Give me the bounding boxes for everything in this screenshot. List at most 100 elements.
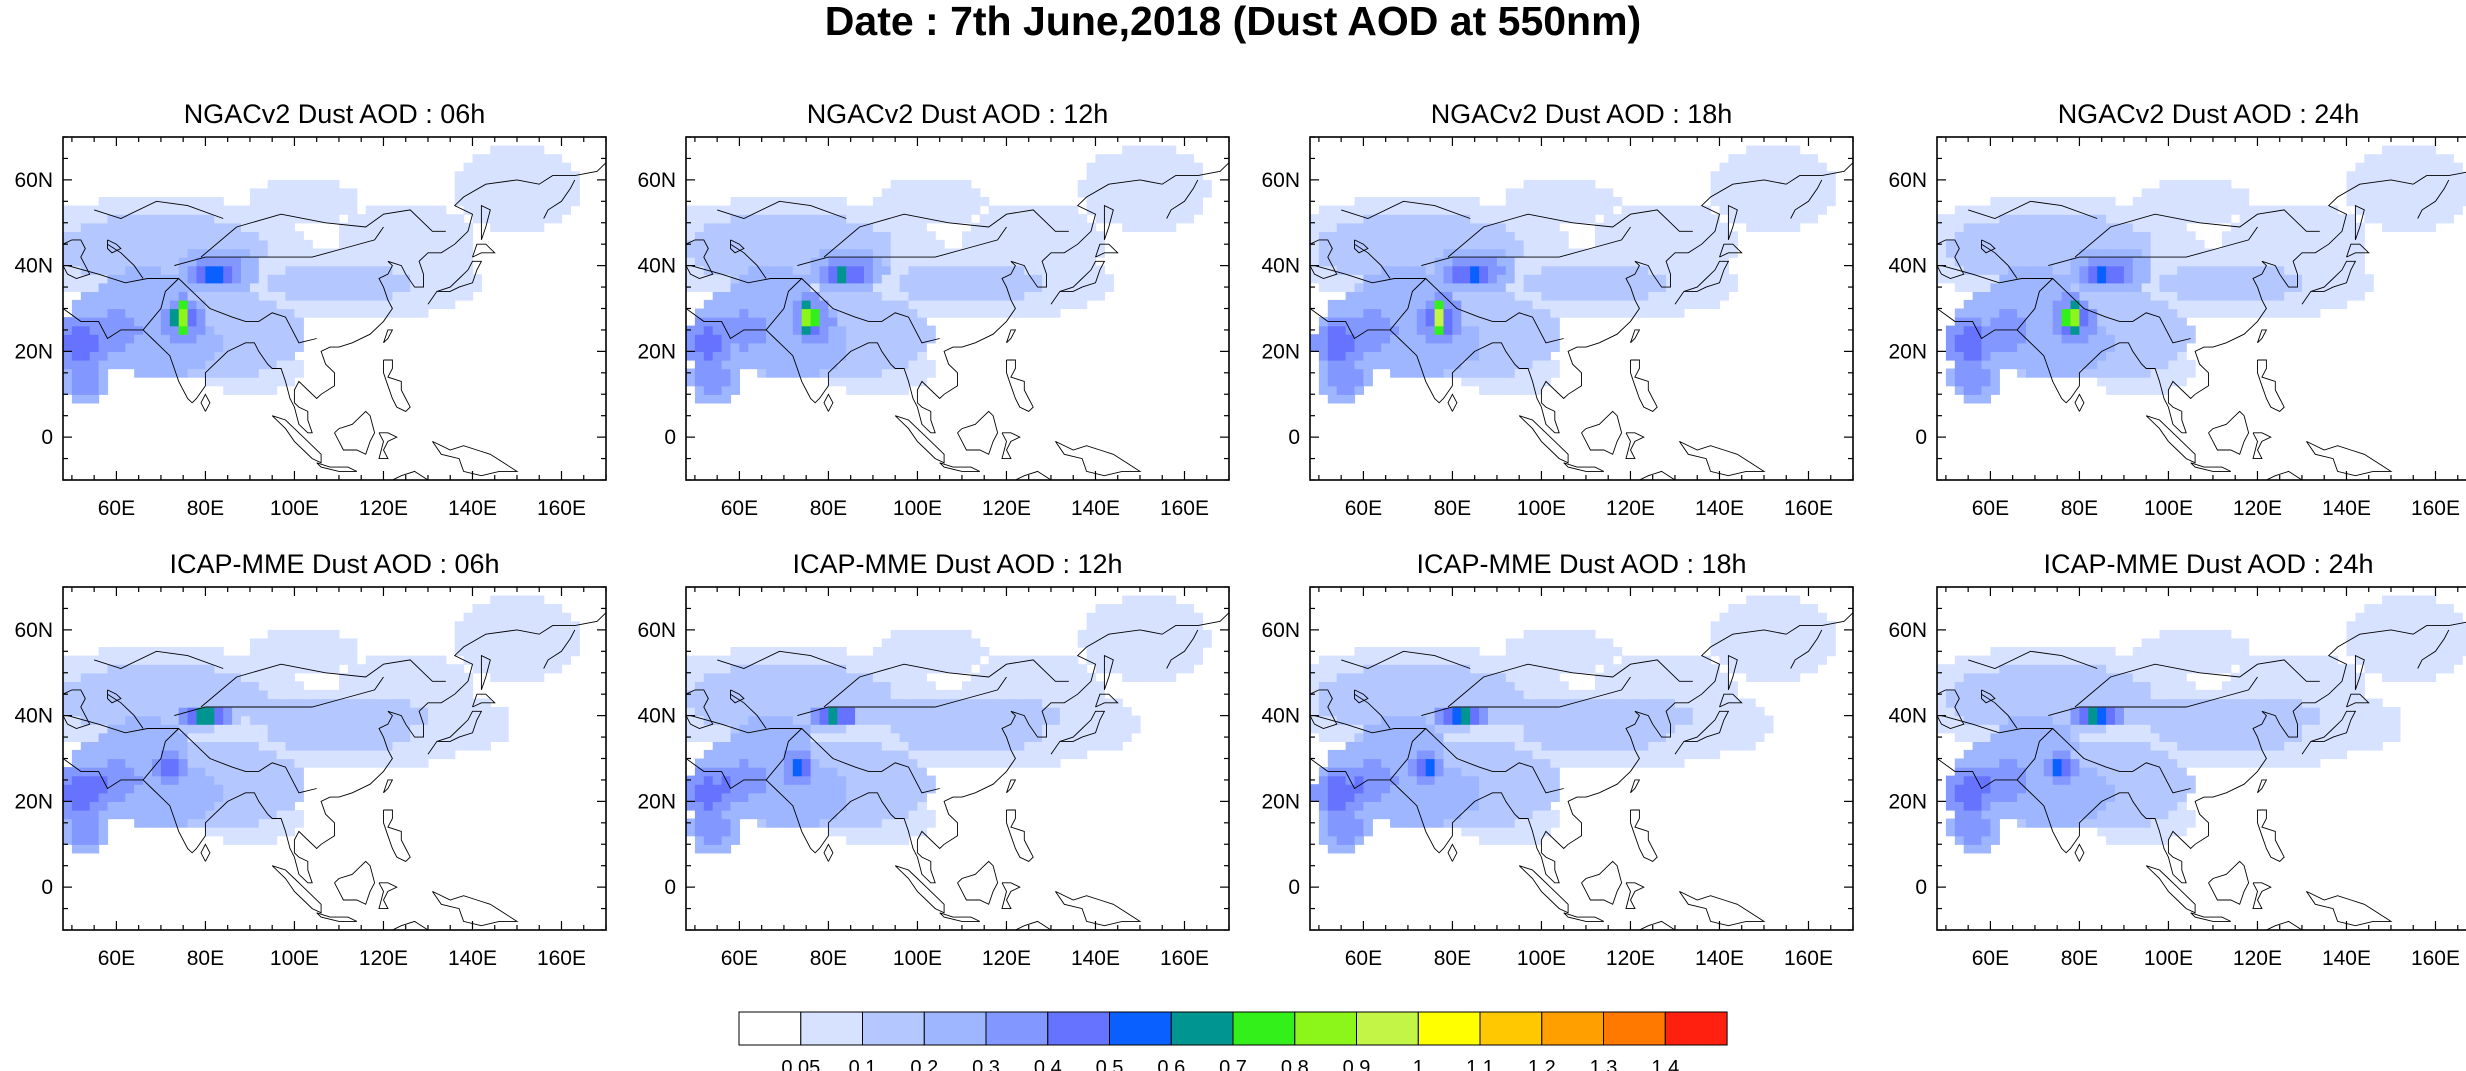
- lon-tick-label: 140E: [1695, 497, 1744, 520]
- colorbar-label: 1.2: [1528, 1057, 1556, 1071]
- colorbar-label: 1.4: [1651, 1057, 1679, 1071]
- lon-tick-label: 120E: [359, 497, 408, 520]
- lat-tick-label: 40N: [637, 705, 676, 728]
- coastlines: [1309, 162, 1854, 481]
- colorbar-swatch: [1170, 1011, 1234, 1046]
- coastlines: [685, 162, 1230, 481]
- lon-tick-label: 60E: [1972, 497, 2009, 520]
- lon-tick-label: 120E: [1606, 947, 1655, 970]
- lat-tick-label: 0: [41, 876, 53, 899]
- map-panel-icap-mme-3: ICAP-MME Dust AOD : 18h 60E 80E 100E 120E 140…: [1261, 549, 1854, 970]
- lat-tick-label: 20N: [1261, 340, 1300, 363]
- panel-title: ICAP-MME Dust AOD : 06h: [169, 549, 499, 579]
- lon-tick-label: 160E: [2411, 497, 2460, 520]
- colorbar-swatch: [1356, 1011, 1419, 1046]
- lon-tick-label: 100E: [893, 947, 942, 970]
- map-panel-icap-mme-1: ICAP-MME Dust AOD : 06h 60E 80E 100E 120E 140…: [14, 549, 607, 970]
- lat-tick-label: 0: [1288, 876, 1300, 899]
- colorbar-label: 0.1: [849, 1057, 877, 1071]
- lon-tick-label: 100E: [1517, 497, 1566, 520]
- colorbar-swatch: [985, 1011, 1049, 1046]
- coastlines: [1936, 621, 2466, 931]
- lat-tick-label: 40N: [1261, 705, 1300, 728]
- lat-tick-label: 20N: [1888, 340, 1927, 363]
- lon-tick-label: 140E: [2322, 497, 2371, 520]
- panel-title: NGACv2 Dust AOD : 24h: [2058, 99, 2360, 129]
- lon-tick-label: 100E: [893, 497, 942, 520]
- lon-tick-label: 160E: [1784, 497, 1833, 520]
- map-panel-ngacv2-4: NGACv2 Dust AOD : 24h 60E 80E 100E 120E 140E 1…: [1888, 99, 2466, 520]
- lat-tick-label: 20N: [14, 340, 53, 363]
- lon-tick-label: 120E: [982, 947, 1031, 970]
- lon-tick-label: 100E: [270, 947, 319, 970]
- coastlines: [1936, 171, 2466, 481]
- lat-tick-label: 60N: [14, 619, 53, 642]
- colorbar-swatch: [800, 1011, 864, 1046]
- lat-tick-label: 0: [664, 426, 676, 449]
- colorbar-label: 1.1: [1466, 1057, 1494, 1071]
- colorbar-swatch: [862, 1011, 925, 1046]
- panel-title: ICAP-MME Dust AOD : 18h: [1416, 549, 1746, 579]
- lon-tick-label: 120E: [1606, 497, 1655, 520]
- lon-tick-label: 160E: [1160, 497, 1209, 520]
- colorbar: 0.05 0.1 0.2 0.3 0.4 0.5 0.6 0.7 0.8 0.9 1 1.1 1.2 1.…: [738, 1011, 1728, 1071]
- lat-tick-label: 60N: [1261, 619, 1300, 642]
- colorbar-swatch: [1479, 1011, 1543, 1046]
- colorbar-label: 0.9: [1343, 1057, 1371, 1071]
- colorbar-swatch: [1109, 1011, 1172, 1046]
- aod-field: [1937, 145, 2466, 404]
- lat-tick-label: 60N: [637, 619, 676, 642]
- lat-tick-label: 60N: [14, 169, 53, 192]
- panel-title: NGACv2 Dust AOD : 06h: [184, 99, 486, 129]
- colorbar-swatch: [1047, 1011, 1111, 1046]
- lat-tick-label: 20N: [637, 790, 676, 813]
- lon-tick-label: 120E: [359, 947, 408, 970]
- lat-tick-label: 40N: [14, 255, 53, 278]
- lon-tick-label: 60E: [98, 497, 135, 520]
- figure-title: Date : 7th June,2018 (Dust AOD at 550nm): [824, 0, 1642, 44]
- lon-tick-label: 80E: [2061, 497, 2098, 520]
- lat-tick-label: 20N: [14, 790, 53, 813]
- lon-tick-label: 100E: [2144, 497, 2193, 520]
- colorbar-swatch: [1541, 1011, 1605, 1046]
- lon-tick-label: 160E: [1160, 947, 1209, 970]
- lon-tick-label: 140E: [448, 947, 497, 970]
- map-panel-icap-mme-2: ICAP-MME Dust AOD : 12h 60E 80E 100E 120E 140…: [637, 549, 1230, 970]
- aod-field: [1937, 595, 2466, 854]
- lon-tick-label: 80E: [1434, 947, 1471, 970]
- colorbar-swatch: [1664, 1011, 1728, 1046]
- coastlines: [685, 612, 1230, 931]
- lon-tick-label: 140E: [448, 497, 497, 520]
- lon-tick-label: 60E: [721, 497, 758, 520]
- lat-tick-label: 0: [1915, 426, 1927, 449]
- lon-tick-label: 80E: [187, 947, 224, 970]
- lat-tick-label: 40N: [1888, 705, 1927, 728]
- aod-field: [1310, 595, 1836, 854]
- map-panel-ngacv2-1: NGACv2 Dust AOD : 06h 60E 80E 100E 120E 140E 1…: [14, 99, 607, 520]
- coastlines: [62, 612, 607, 931]
- lat-tick-label: 40N: [14, 705, 53, 728]
- lat-tick-label: 0: [1915, 876, 1927, 899]
- lon-tick-label: 120E: [982, 497, 1031, 520]
- colorbar-label: 0.2: [910, 1057, 938, 1071]
- lon-tick-label: 80E: [2061, 947, 2098, 970]
- lon-tick-label: 60E: [1345, 497, 1382, 520]
- colorbar-swatch: [738, 1011, 802, 1046]
- lat-tick-label: 20N: [1261, 790, 1300, 813]
- lat-tick-label: 0: [664, 876, 676, 899]
- colorbar-swatch: [1294, 1011, 1358, 1046]
- panel-title: NGACv2 Dust AOD : 18h: [1431, 99, 1733, 129]
- lat-tick-label: 60N: [1888, 619, 1927, 642]
- lon-tick-label: 100E: [270, 497, 319, 520]
- coastlines: [62, 162, 607, 481]
- lat-tick-label: 60N: [1261, 169, 1300, 192]
- lon-tick-label: 120E: [2233, 497, 2282, 520]
- lon-tick-label: 80E: [810, 497, 847, 520]
- colorbar-swatch: [1417, 1011, 1481, 1046]
- lon-tick-label: 80E: [1434, 497, 1471, 520]
- aod-field: [63, 145, 580, 404]
- colorbar-label: 0.7: [1219, 1057, 1247, 1071]
- lat-tick-label: 40N: [1888, 255, 1927, 278]
- lon-tick-label: 60E: [98, 947, 135, 970]
